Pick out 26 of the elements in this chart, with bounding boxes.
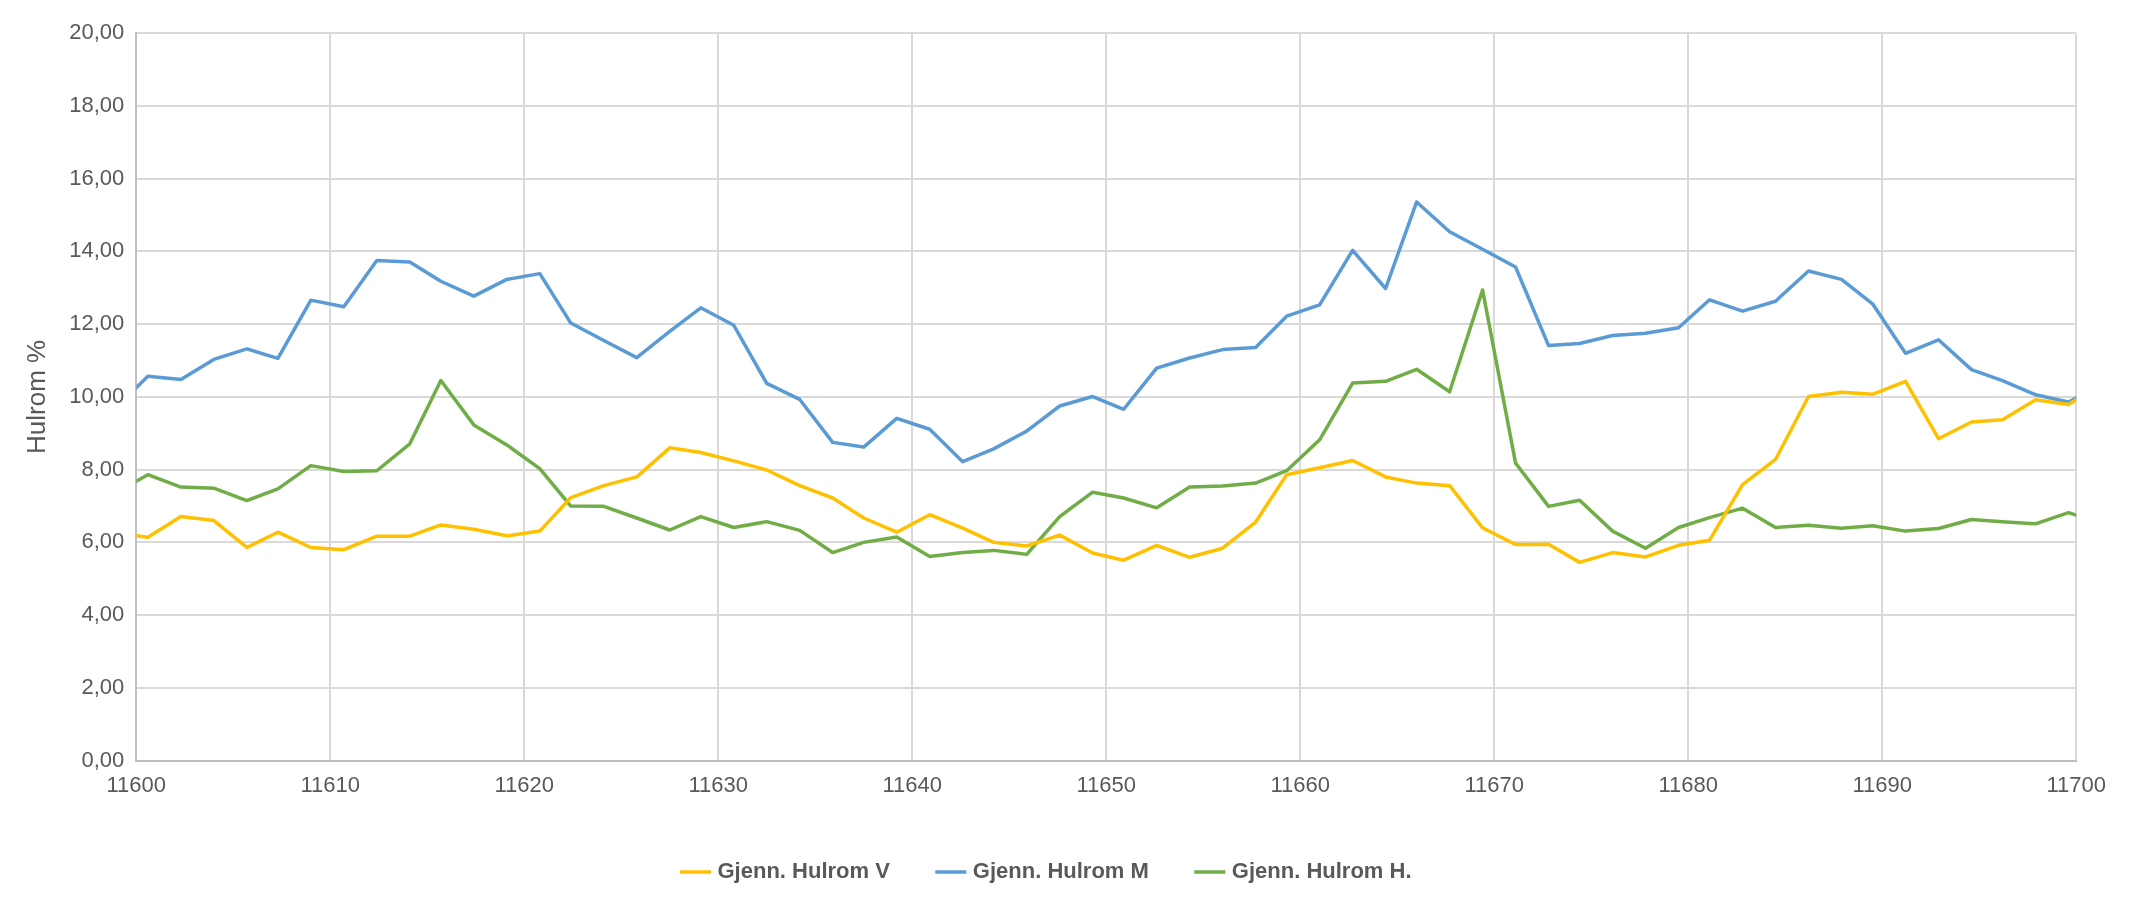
y-tick-label: 2,00 bbox=[81, 673, 125, 699]
y-tick-label: 10,00 bbox=[69, 382, 125, 408]
x-tick-label: 11600 bbox=[106, 771, 167, 797]
x-tick-label: 11670 bbox=[1464, 771, 1525, 797]
y-tick-label: 18,00 bbox=[69, 92, 125, 117]
x-tick-label: 11610 bbox=[300, 771, 361, 797]
y-tick-label: 8,00 bbox=[81, 455, 125, 481]
x-tick-label: 11700 bbox=[2046, 771, 2106, 797]
y-tick-label: 6,00 bbox=[81, 528, 125, 554]
x-tick-label: 11660 bbox=[1270, 771, 1331, 797]
x-tick-label: 11690 bbox=[1852, 771, 1912, 797]
legend-label: Gjenn. Hulrom V bbox=[717, 858, 891, 884]
y-tick-label: 14,00 bbox=[69, 237, 125, 263]
y-axis-title: Hulrom % bbox=[20, 339, 51, 454]
y-tick-label: 4,00 bbox=[81, 601, 125, 627]
x-tick-label: 11650 bbox=[1076, 771, 1137, 797]
y-tick-label: 16,00 bbox=[69, 164, 125, 190]
y-tick-label: 0,00 bbox=[81, 746, 125, 772]
y-tick-label: 20,00 bbox=[69, 19, 125, 45]
y-tick-label: 12,00 bbox=[69, 310, 125, 336]
legend-label: Gjenn. Hulrom M bbox=[972, 858, 1149, 884]
legend-label: Gjenn. Hulrom H. bbox=[1231, 858, 1412, 884]
x-tick-label: 11630 bbox=[688, 771, 749, 797]
x-tick-label: 11680 bbox=[1658, 771, 1719, 797]
x-tick-label: 11640 bbox=[882, 771, 943, 797]
x-tick-label: 11620 bbox=[494, 771, 555, 797]
